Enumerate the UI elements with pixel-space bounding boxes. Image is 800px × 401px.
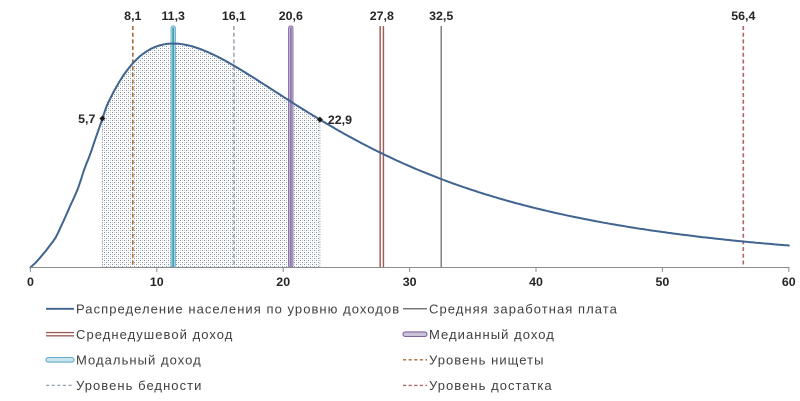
svg-text:0: 0 — [27, 275, 34, 289]
svg-text:56,4: 56,4 — [731, 9, 755, 23]
svg-text:Уровень достатка: Уровень достатка — [429, 378, 553, 393]
svg-text:5,7: 5,7 — [78, 112, 95, 126]
svg-text:Среднедушевой доход: Среднедушевой доход — [76, 327, 233, 342]
svg-text:11,3: 11,3 — [161, 9, 185, 23]
svg-text:32,5: 32,5 — [429, 9, 453, 23]
svg-text:40: 40 — [529, 275, 543, 289]
svg-text:10: 10 — [150, 275, 164, 289]
svg-text:16,1: 16,1 — [222, 9, 246, 23]
svg-text:22,9: 22,9 — [328, 113, 352, 127]
svg-text:60: 60 — [782, 275, 796, 289]
svg-text:Средняя заработная плата: Средняя заработная плата — [429, 302, 618, 317]
svg-text:8,1: 8,1 — [124, 9, 141, 23]
svg-text:Модальный доход: Модальный доход — [76, 353, 202, 368]
svg-text:Уровень нищеты: Уровень нищеты — [429, 353, 544, 368]
svg-text:27,8: 27,8 — [370, 9, 394, 23]
svg-text:Распределение населения по уро: Распределение населения по уровню доходо… — [76, 302, 400, 317]
svg-text:50: 50 — [656, 275, 670, 289]
svg-text:Уровень бедности: Уровень бедности — [76, 378, 202, 393]
svg-text:Медианный доход: Медианный доход — [429, 327, 555, 342]
svg-text:20: 20 — [276, 275, 290, 289]
svg-text:20,6: 20,6 — [279, 9, 303, 23]
svg-text:30: 30 — [403, 275, 417, 289]
